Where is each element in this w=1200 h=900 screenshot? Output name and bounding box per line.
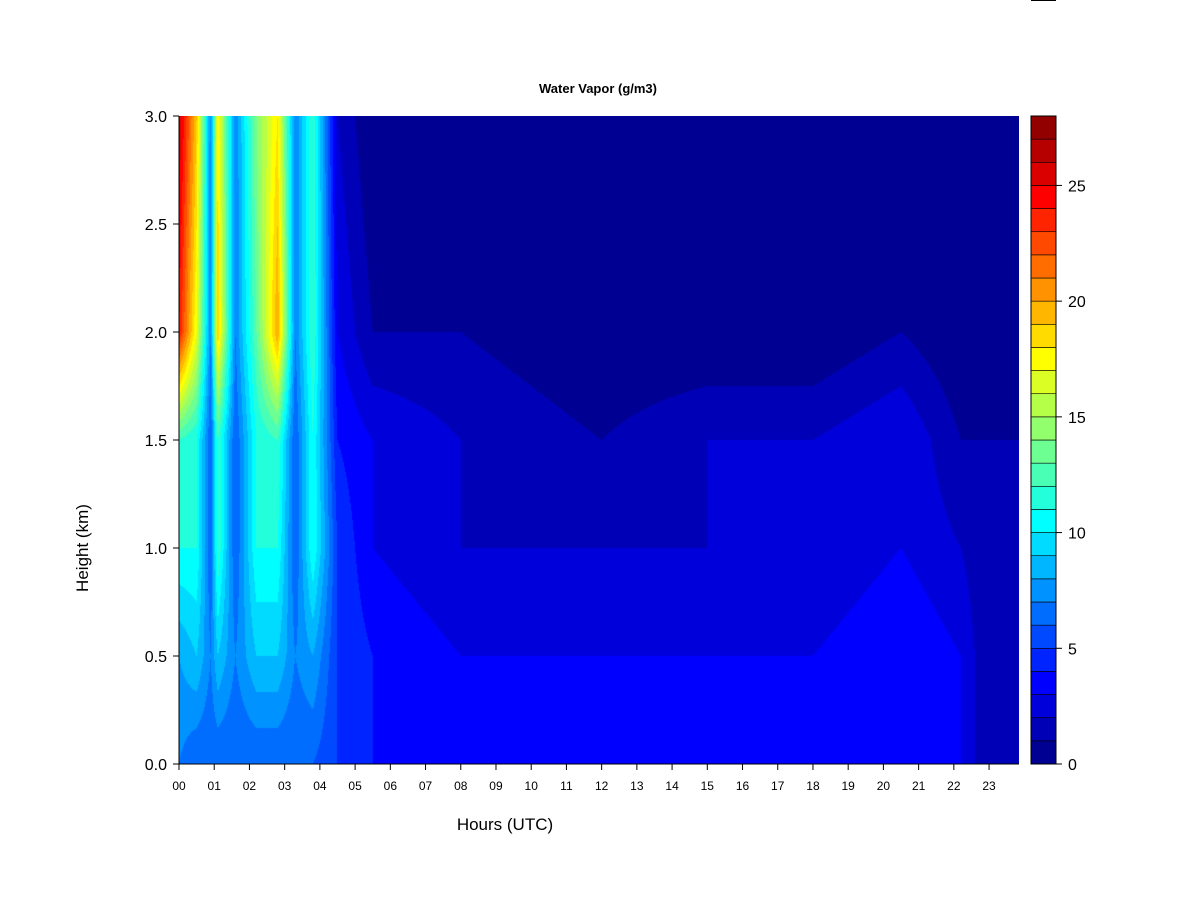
x-tick-label: 06: [384, 779, 398, 793]
x-tick-label: 13: [630, 779, 644, 793]
y-tick-label: 0.5: [145, 649, 167, 666]
x-tick-label: 05: [348, 779, 362, 793]
y-tick-label: 3.0: [145, 109, 167, 126]
y-tick-label: 2.5: [145, 217, 167, 234]
colorbar-swatch: [1030, 231, 1057, 256]
x-tick-label: 23: [982, 779, 996, 793]
colorbar-swatch: [1030, 277, 1057, 302]
chart-title: Water Vapor (g/m3): [539, 81, 657, 96]
colorbar-tick-label: 15: [1068, 410, 1086, 427]
x-tick-label: 10: [525, 779, 539, 793]
x-tick-label: 07: [419, 779, 433, 793]
colorbar-swatch: [1030, 624, 1057, 649]
colorbar-swatch: [1030, 671, 1057, 695]
colorbar-swatch: [1030, 647, 1057, 672]
colorbar-swatch: [1030, 740, 1057, 765]
colorbar-swatch: [1030, 462, 1057, 487]
x-tick-label: 22: [947, 779, 961, 793]
colorbar-swatch: [1030, 138, 1057, 163]
x-tick-label: 09: [489, 779, 503, 793]
colorbar-swatch: [1030, 115, 1057, 140]
colorbar-swatch: [1030, 601, 1057, 626]
x-tick-label: 21: [912, 779, 926, 793]
colorbar-swatch: [1030, 185, 1057, 209]
x-tick-label: 15: [701, 779, 715, 793]
colorbar-swatch: [1030, 161, 1057, 186]
colorbar-swatch: [1030, 485, 1057, 510]
colorbar-swatch: [1030, 323, 1057, 348]
x-tick-label: 02: [243, 779, 257, 793]
colorbar-swatch: [1030, 370, 1057, 395]
x-tick-label: 04: [313, 779, 327, 793]
y-tick-label: 0.0: [145, 757, 167, 774]
colorbar-tick-label: 20: [1068, 294, 1086, 311]
colorbar-swatch: [1030, 254, 1057, 279]
colorbar-swatch: [1030, 578, 1057, 603]
x-tick-label: 11: [560, 779, 573, 793]
x-axis-label: Hours (UTC): [457, 815, 553, 834]
colorbar-swatch: [1030, 208, 1057, 233]
colorbar-frame: [1030, 115, 1057, 765]
colorbar-swatch: [1030, 347, 1057, 371]
colorbar-tick-label: 0: [1068, 757, 1077, 774]
colorbar-swatch: [1030, 439, 1057, 464]
y-tick-label: 2.0: [145, 325, 167, 342]
x-tick-label: 08: [454, 779, 468, 793]
x-tick-label: 17: [771, 779, 785, 793]
x-tick-label: 16: [736, 779, 750, 793]
colorbar-swatch: [1030, 532, 1057, 557]
x-tick-label: 18: [806, 779, 820, 793]
colorbar-swatch: [1030, 416, 1057, 441]
x-tick-label: 20: [877, 779, 891, 793]
x-tick-label: 01: [208, 779, 222, 793]
colorbar-tick-label: 25: [1068, 178, 1086, 195]
colorbar-swatch: [1030, 717, 1057, 742]
colorbar-swatch: [1030, 300, 1057, 325]
x-tick-label: 12: [595, 779, 609, 793]
y-tick-label: 1.5: [145, 433, 167, 450]
colorbar-tick-label: 10: [1068, 526, 1086, 543]
corner-mark: [1031, 0, 1056, 1]
x-tick-label: 14: [665, 779, 679, 793]
colorbar-swatch: [1030, 393, 1057, 418]
colorbar-swatch: [1030, 555, 1057, 580]
heatmap-canvas: [179, 116, 1019, 764]
colorbar-swatch: [1030, 509, 1057, 533]
y-axis-label: Height (km): [73, 504, 92, 592]
x-tick-label: 00: [172, 779, 186, 793]
x-tick-label: 19: [842, 779, 856, 793]
colorbar-tick-label: 5: [1068, 641, 1077, 658]
y-tick-label: 1.0: [145, 541, 167, 558]
x-tick-label: 03: [278, 779, 292, 793]
colorbar-swatch: [1030, 694, 1057, 719]
